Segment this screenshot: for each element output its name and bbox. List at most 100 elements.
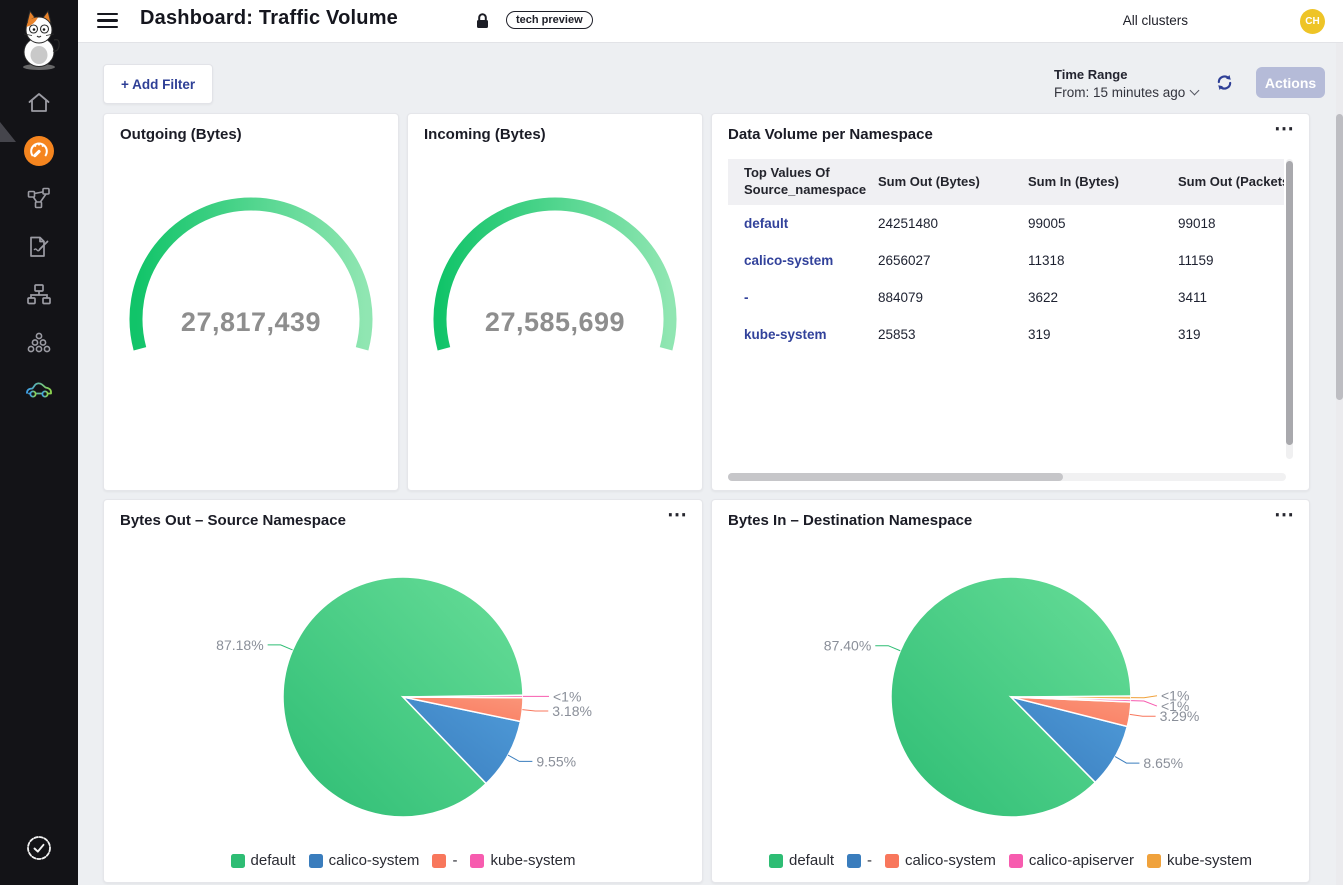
pie-label: 3.18%: [552, 703, 592, 719]
bytes-in-pie-chart: 87.40%8.65%3.29%<1%<1%: [824, 576, 1200, 818]
legend-item[interactable]: -: [432, 852, 457, 869]
legend-item[interactable]: kube-system: [1146, 852, 1252, 869]
dashboard-gauge-icon[interactable]: [24, 136, 54, 166]
legend-item[interactable]: calico-apiserver: [1008, 852, 1134, 869]
pie-label: 8.65%: [1143, 755, 1183, 771]
sidebar-wedge-decoration: [0, 122, 16, 142]
card-title: Data Volume per Namespace: [728, 126, 933, 143]
pie-label: 87.18%: [216, 637, 263, 653]
legend-item[interactable]: calico-system: [885, 852, 996, 869]
network-icon[interactable]: [26, 282, 52, 308]
ellipsis-menu-icon[interactable]: ⋯: [1274, 504, 1295, 526]
tech-preview-badge: tech preview: [506, 11, 593, 29]
page-title: Dashboard: Traffic Volume: [140, 7, 399, 29]
legend-swatch: [470, 853, 485, 868]
namespace-link[interactable]: calico-system: [744, 253, 834, 268]
time-range-dropdown[interactable]: From: 15 minutes ago: [1054, 85, 1200, 100]
pie-label-line: [1130, 700, 1158, 707]
sidebar: [0, 0, 78, 885]
pie-label-line: [267, 644, 293, 651]
pie-label-line: [522, 709, 549, 712]
table-row: calico-system 2656027 11318 11159: [744, 253, 1214, 268]
gauge-arc: [129, 197, 373, 351]
add-filter-button[interactable]: + Add Filter: [103, 64, 214, 104]
actions-button[interactable]: Actions: [1256, 67, 1325, 98]
card-data-volume-table: Data Volume per Namespace ⋯ Top Values O…: [711, 113, 1310, 491]
table-horizontal-scrollbar: [728, 473, 1286, 481]
hamburger-menu-icon[interactable]: [97, 13, 118, 29]
legend-swatch: [1008, 853, 1023, 868]
table-row: - 884079 3622 3411: [744, 290, 1208, 305]
table-header-row: Top Values Of Source_namespace Sum Out (…: [728, 159, 1284, 205]
cluster-selector[interactable]: All clusters: [1122, 13, 1188, 28]
pie-label: 3.29%: [1160, 708, 1200, 724]
namespace-link[interactable]: default: [744, 216, 789, 231]
verified-badge-icon[interactable]: [25, 834, 53, 862]
card-outgoing-bytes: Outgoing (Bytes) 27,817,439: [103, 113, 399, 491]
legend-item[interactable]: -: [847, 852, 872, 869]
ellipsis-menu-icon[interactable]: ⋯: [667, 504, 688, 526]
legend-swatch: [1146, 853, 1161, 868]
pie-label: 87.40%: [824, 638, 871, 654]
legend-item[interactable]: default: [769, 852, 834, 869]
legend-swatch: [847, 853, 862, 868]
legend-item[interactable]: default: [230, 852, 296, 869]
pie-label: 9.55%: [536, 753, 576, 769]
card-title: Incoming (Bytes): [424, 126, 546, 143]
home-icon[interactable]: [26, 90, 52, 116]
time-range-block: Time Range From: 15 minutes ago: [1054, 67, 1200, 100]
chart-legend: default calico-system - kube-system: [104, 852, 702, 869]
gauge-arc: [433, 197, 677, 351]
table-row: default 24251480 99005 99018: [744, 216, 1216, 231]
pie-label: <1%: [1161, 688, 1189, 704]
gauge-value: 27,817,439: [181, 307, 321, 337]
refresh-icon[interactable]: [1215, 73, 1234, 92]
legend-item[interactable]: calico-system: [308, 852, 419, 869]
table-horizontal-scrollbar-thumb[interactable]: [728, 473, 1063, 481]
table-vertical-scrollbar-thumb[interactable]: [1286, 161, 1293, 445]
incoming-gauge-chart: 27,585,699: [433, 197, 677, 351]
outgoing-gauge-chart: 27,817,439: [129, 197, 373, 351]
calico-cat-logo[interactable]: [10, 6, 68, 72]
ellipsis-menu-icon[interactable]: ⋯: [1274, 118, 1295, 140]
workloads-icon[interactable]: [26, 330, 52, 356]
avatar[interactable]: CH: [1300, 9, 1325, 34]
legend-item[interactable]: kube-system: [470, 852, 575, 869]
pie-label: <1%: [1161, 698, 1189, 714]
namespace-link[interactable]: kube-system: [744, 327, 827, 342]
time-range-value: From: 15 minutes ago: [1054, 85, 1186, 100]
time-range-title: Time Range: [1054, 67, 1128, 82]
legend-swatch: [432, 853, 447, 868]
topbar: Dashboard: Traffic Volume tech preview A…: [78, 0, 1343, 43]
table-row: kube-system 25853 319 319: [744, 327, 1201, 342]
namespace-link[interactable]: -: [744, 290, 749, 305]
page-scrollbar: [1336, 42, 1343, 885]
pie-label-line: [1130, 695, 1158, 699]
legend-swatch: [230, 853, 245, 868]
pie-slice-kube-system[interactable]: [1010, 695, 1132, 701]
lock-icon: [477, 13, 488, 28]
service-graph-icon[interactable]: [26, 186, 52, 212]
card-bytes-in-pie: Bytes In – Destination Namespace ⋯ 87.40…: [711, 499, 1310, 883]
chevron-down-icon: [1189, 85, 1200, 96]
pie-label-line: [507, 754, 533, 762]
column-header: Sum In (Bytes): [1028, 173, 1120, 189]
card-bytes-out-pie: Bytes Out – Source Namespace ⋯ 87.18% 9.5…: [103, 499, 703, 883]
bytes-out-pie-chart: 87.18% 9.55% 3.18%<1%: [216, 576, 592, 818]
policies-icon[interactable]: [26, 234, 52, 260]
car-icon[interactable]: [24, 376, 54, 402]
pie-label-line: [875, 645, 901, 652]
pie-label: <1%: [553, 688, 581, 704]
pie-label-line: [1114, 756, 1140, 764]
chart-legend: default - calico-system calico-apiserver…: [712, 852, 1309, 869]
table-vertical-scrollbar: [1286, 159, 1293, 459]
card-incoming-bytes: Incoming (Bytes) 27,585,699: [407, 113, 703, 491]
card-title: Bytes Out – Source Namespace: [120, 512, 346, 529]
column-header: Sum Out (Bytes): [878, 173, 980, 189]
page-scrollbar-thumb[interactable]: [1336, 114, 1343, 400]
pie-slice-kube-system[interactable]: [402, 694, 524, 699]
column-header: Top Values Of Source_namespace: [744, 165, 867, 197]
column-header: Sum Out (Packets): [1178, 173, 1284, 189]
card-title: Bytes In – Destination Namespace: [728, 512, 973, 529]
